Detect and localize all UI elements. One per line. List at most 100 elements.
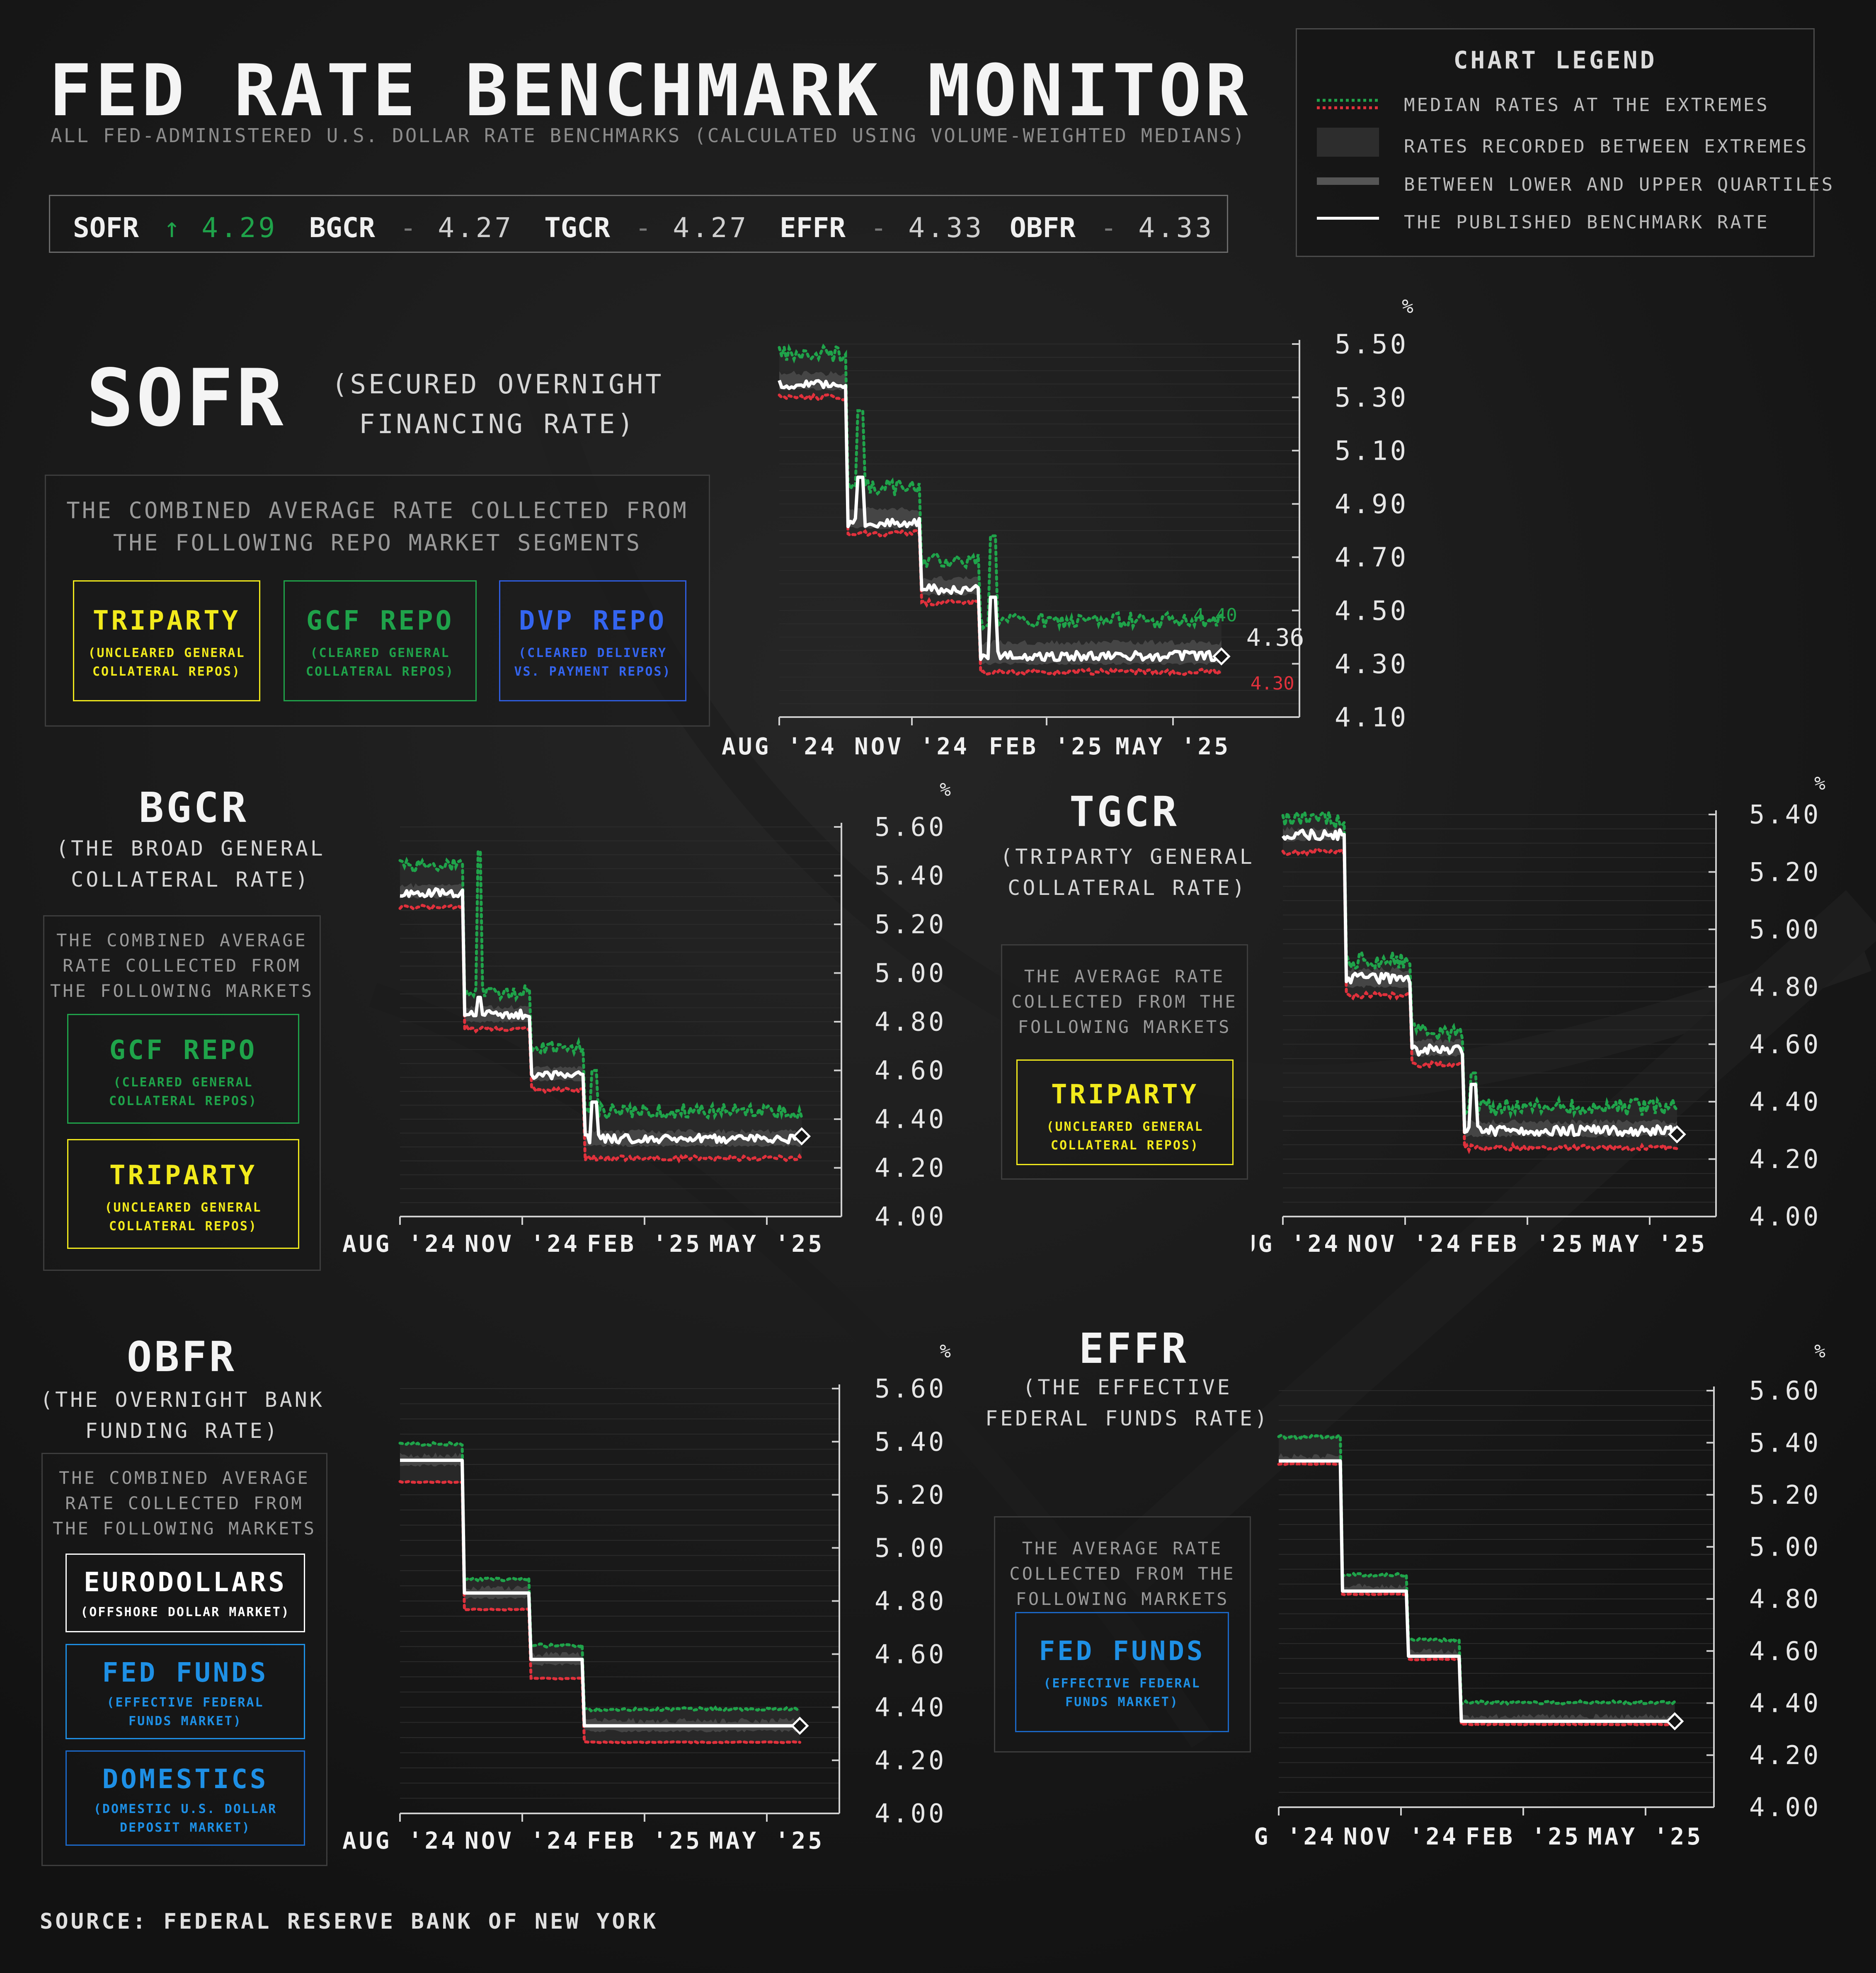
y-tick-label: 5.00 [875,958,946,988]
segment-description: VS. PAYMENT REPOS) [514,664,671,679]
end-marker-icon [793,1127,811,1146]
y-tick-label: 5.20 [1749,1480,1821,1510]
ticker-item-obfr: OBFR - 4.33 [1010,212,1214,244]
y-tick-label: 4.80 [1749,972,1821,1002]
box-description-line: COLLECTED FROM THE [1011,991,1238,1012]
segment-name: GCF REPO [306,606,454,636]
sofr-title: SOFR [86,352,286,444]
grey-band-icon [1317,177,1379,185]
published-rate-line [400,1458,800,1728]
ticker-code: BGCR [309,212,375,244]
x-tick-label: FEB '25 [1466,1823,1581,1850]
dash-icon: - [1100,212,1120,244]
bgcr-fullname-line: COLLATERAL RATE) [71,868,310,892]
range-area [400,1442,800,1743]
y-tick-label: 4.40 [1749,1688,1821,1718]
y-unit-label: % [1814,775,1825,794]
obfr-fullname-line: (THE OVERNIGHT BANK [40,1388,325,1412]
x-tick-label: NOV '24 [1348,1231,1463,1258]
y-tick-label: 4.40 [1749,1087,1821,1117]
y-tick-label: 4.90 [1335,489,1408,520]
segment-name: TRIPARTY [1051,1079,1199,1110]
lower-extreme-line [398,904,803,1164]
box-description-line: THE AVERAGE RATE [1022,1538,1223,1559]
range-area [1283,812,1677,1151]
x-tick-label: MAY '25 [1588,1823,1703,1850]
segment-description: (CLEARED GENERAL [113,1075,253,1090]
tgcr-title: TGCR [1069,788,1179,836]
y-unit-label: % [940,1343,951,1362]
y-tick-label: 4.10 [1335,702,1408,733]
quartile-band [400,883,802,1147]
bgcr-segments-box: THE COMBINED AVERAGE RATE COLLECTED FROM… [43,915,321,1271]
x-tick-label: MAY '25 [709,1231,824,1258]
x-tick-label: MAY '25 [1115,733,1231,760]
lower-extreme-line [398,1480,802,1745]
box-description: THE AVERAGE RATE COLLECTED FROM THE FOLL… [1002,964,1247,1040]
upper-extreme-line [778,343,1223,633]
y-tick-label: 5.30 [1335,383,1408,413]
y-unit-label: % [1402,295,1413,318]
y-tick-label: 5.60 [1749,1376,1821,1406]
y-tick-label: 4.60 [1749,1029,1821,1059]
segment-gcf-repo: GCF REPO (CLEARED GENERAL COLLATERAL REP… [67,1014,299,1124]
sofr-fullname-line: FINANCING RATE) [359,409,636,440]
bgcr-chart: 5.60 5.40 5.20 5.00 4.80 4.60 4.40 4.20 4.00% AUG… [342,779,951,1258]
segment-description: (EFFECTIVE FEDERAL [107,1695,264,1710]
x-tick-label: AUG '24 [342,1231,458,1258]
box-description-line: RATE COLLECTED FROM [65,1493,304,1513]
y-tick-label: 5.20 [1749,857,1821,887]
x-tick-label: FEB '25 [989,733,1104,760]
legend-label: THE PUBLISHED BENCHMARK RATE [1404,212,1769,233]
segment-description: (OFFSHORE DOLLAR MARKET) [80,1605,290,1619]
segment-triparty: TRIPARTY (UNCLEARED GENERAL COLLATERAL R… [1016,1059,1234,1165]
x-tick-label: NOV '24 [854,733,970,760]
tgcr-fullname-line: (TRIPARTY GENERAL [1000,845,1255,869]
segment-dvp-repo: DVP REPO (CLEARED DELIVERY VS. PAYMENT R… [499,580,686,701]
x-tick-label: AUG '24 [342,1828,458,1854]
page-subtitle: ALL FED-ADMINISTERED U.S. DOLLAR RATE BE… [51,124,1246,147]
y-tick-label: 5.50 [1335,329,1408,360]
box-description: THE COMBINED AVERAGE RATE COLLECTED FROM… [43,1466,326,1542]
segment-name: FED FUNDS [102,1658,269,1688]
segment-domestics: DOMESTICS (DOMESTIC U.S. DOLLAR DEPOSIT … [65,1750,305,1846]
y-unit-label: % [940,779,951,800]
segment-name: FED FUNDS [1039,1636,1205,1667]
box-description-line: THE COMBINED AVERAGE [56,930,308,950]
segment-description: FUNDS MARKET) [1065,1695,1179,1709]
segment-description: (UNCLEARED GENERAL [1046,1120,1204,1134]
dash-icon: - [635,212,654,244]
end-marker-icon [1665,1712,1684,1731]
box-description-line: COLLECTED FROM THE [1009,1563,1236,1584]
upper-extreme-line [1277,1433,1676,1706]
y-tick-label: 5.00 [875,1533,946,1563]
ticker-value: 4.29 [201,212,278,244]
ticker-change: - 4.27 [635,212,749,244]
quartile-band [779,371,1222,665]
ticker-item-sofr: SOFR ↑ 4.29 [73,212,277,244]
tgcr-chart: 5.40 5.20 5.00 4.80 4.60 4.40 4.20 4.00% AUG '24… [1252,775,1825,1258]
published-rate-line [400,887,802,1145]
x-tick-label: MAY '25 [1592,1231,1707,1258]
lower-extreme-line [778,393,1223,677]
x-tick-label: AUG '24 [1252,1231,1340,1258]
x-tick-label: FEB '25 [587,1231,702,1258]
legend-label: BETWEEN LOWER AND UPPER QUARTILES [1404,174,1835,195]
segment-description: COLLATERAL REPOS) [1050,1138,1200,1153]
y-tick-label: 4.20 [1749,1740,1821,1770]
y-tick-label: 5.10 [1335,436,1408,467]
segment-name: EURODOLLARS [84,1567,287,1598]
x-tick-label: NOV '24 [465,1231,580,1258]
bgcr-fullname: (THE BROAD GENERAL COLLATERAL RATE) [41,833,340,895]
box-description-line: THE COMBINED AVERAGE RATE COLLECTED FROM [66,497,688,524]
segment-name: DVP REPO [519,606,667,636]
segment-description: COLLATERAL REPOS) [109,1094,258,1108]
sofr-fullname: (SECURED OVERNIGHT FINANCING RATE) [332,365,663,444]
y-tick-label: 4.80 [1749,1584,1821,1614]
upper-extreme-line [398,850,803,1123]
published-rate-line [778,379,1223,662]
ticker-code: TGCR [544,212,610,244]
y-tick-label: 4.70 [1335,543,1408,573]
y-tick-label: 4.60 [875,1639,946,1669]
segment-description: FUNDS MARKET) [128,1714,242,1728]
